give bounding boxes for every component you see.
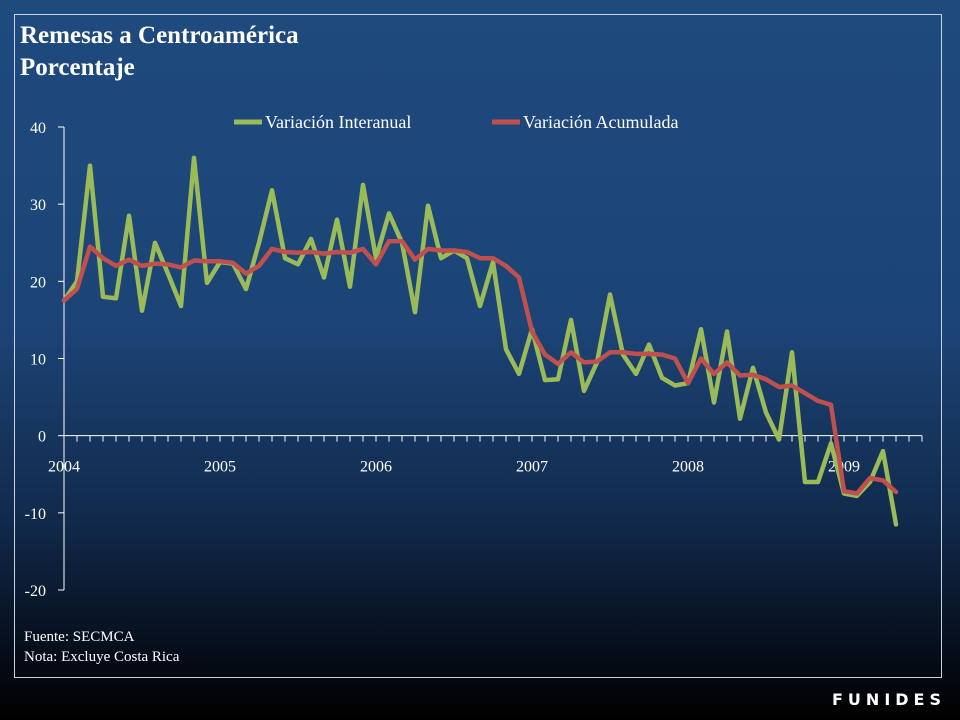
y-tick-label: 30	[30, 197, 46, 214]
x-tick-label: 2005	[204, 459, 236, 476]
y-tick-label: 20	[30, 274, 46, 291]
axes: -20 -10 0 10 20 30 40 2004 2005 2006 2007 2008 2009	[25, 120, 923, 600]
source-text: Fuente: SECMCA	[24, 629, 135, 645]
chart-frame	[14, 14, 942, 678]
y-tick-label: -10	[25, 506, 46, 523]
y-tick-label: 0	[38, 429, 46, 446]
chart-title-block: Remesas a Centroamérica Porcentaje	[20, 20, 299, 84]
brand-logo: FUNIDES	[832, 690, 946, 709]
series-line-acumulada	[61, 238, 899, 496]
footnote: Fuente: SECMCA Nota: Excluye Costa Rica	[24, 627, 179, 667]
x-tick-label: 2006	[360, 459, 392, 476]
y-tick-label: 40	[30, 120, 46, 137]
y-tick-label: 10	[30, 352, 46, 369]
x-tick-label: 2008	[672, 459, 704, 476]
legend: Variación Interanual Variación Acumulada	[234, 112, 678, 132]
legend-label-acumulada: Variación Acumulada	[523, 112, 678, 132]
x-tick-label: 2009	[828, 459, 860, 476]
x-tick-label: 2007	[516, 459, 548, 476]
chart-subtitle: Porcentaje	[20, 54, 135, 81]
series-line-interanual	[61, 155, 899, 527]
legend-label-interanual: Variación Interanual	[265, 112, 411, 132]
y-tick-label: -20	[25, 583, 46, 600]
series-lines	[61, 155, 899, 527]
chart-title: Remesas a Centroamérica	[20, 22, 299, 49]
note-text: Nota: Excluye Costa Rica	[24, 649, 180, 665]
x-tick-label: 2004	[48, 459, 80, 476]
